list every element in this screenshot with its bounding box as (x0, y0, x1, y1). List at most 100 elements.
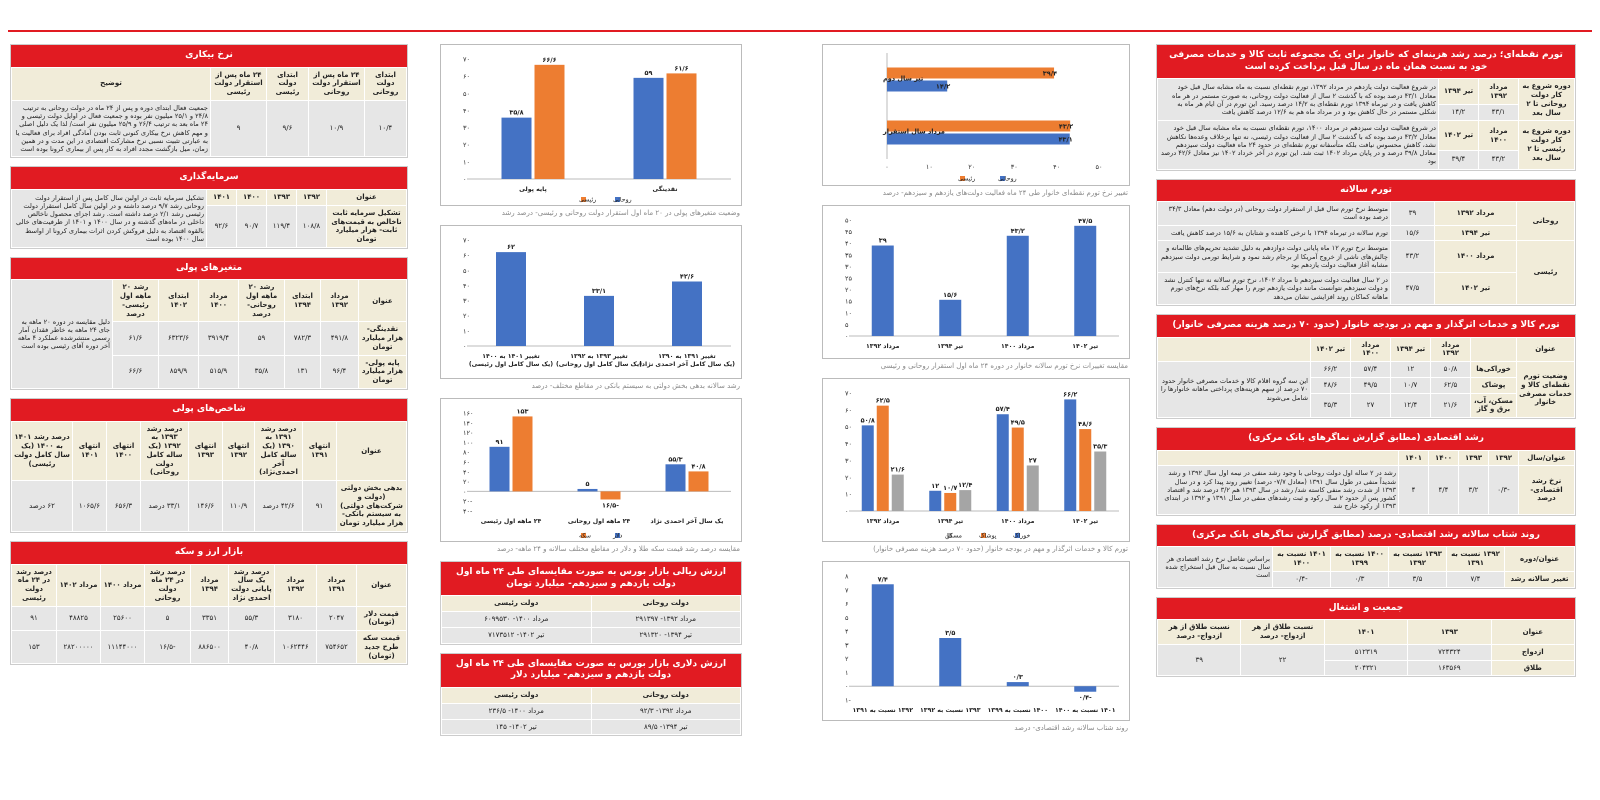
tick-label: ۶۰ (845, 406, 852, 414)
value-cell: ۲۰۴۷ (316, 605, 357, 632)
annual-chart: ۰ ۵ ۱۰ ۱۵ ۲۰ ۲۵ ۳۰ ۳۵ ۴۰ ۴۵ ۵۰ ۳۹ مرداد ۱۳۹۲ ۱۵/۶ تیر … (822, 205, 1130, 359)
legend-label: خوراک (1013, 532, 1030, 540)
tick-label: -۴۰ (463, 508, 473, 516)
value-cell: مرداد ۱۳۹۲- ۹۲/۳ (590, 702, 741, 720)
tick-label: ۳۵ (845, 251, 852, 259)
legend-swatch (960, 176, 965, 181)
category-label: (یک سال کامل آخر احمدی نژاد) (639, 359, 735, 368)
value-cell: ۴/۴ (1428, 465, 1459, 515)
legend-label: روحانی (998, 176, 1017, 183)
bar (1006, 682, 1029, 687)
bar (996, 414, 1009, 511)
column-header: مرداد ۱۳۹۱ (316, 563, 357, 607)
category-label: یک سال آخر احمدی نژاد (651, 516, 724, 525)
desc-cell: رشد در ۲ ساله اول دولت روحانی با وجود رش… (1157, 465, 1399, 515)
value-cell: ۱۲ (1390, 361, 1431, 378)
data-label: ۲۷ (1029, 456, 1037, 464)
growth-title: رشد اقتصادی (مطابق گزارش نماگرهای بانک م… (1157, 428, 1575, 450)
bourse-rial-box: ارزش ریالی بازار بورس به صورت مقایسه‌ای … (440, 561, 742, 645)
value-cell: ۱۰۶۲۴۴۶ (274, 630, 317, 665)
tick-label: ۱۲۰ (463, 429, 473, 437)
column-header: درصد رشد در ۲۴ ماه دولت روحانی (144, 563, 191, 607)
chart-caption: روند شتاب سالانه رشد اقتصادی- درصد (1014, 724, 1128, 732)
legend-swatch (615, 197, 620, 202)
legend-label: دلار (612, 533, 623, 540)
hbar-chart: ۰ ۱۰ ۲۰ ۳۰ ۴۰ ۵۰ ۳۹/۴ ۱۴/۲ تیر سال دوم ۴۳/۲ ۴۳/۱ مر… (822, 44, 1130, 186)
investment-box: سرمایه‌گذاری عنوان ۱۳۹۲ ۱۳۹۳ ۱۴۰۰ ۱۴۰۱ ت… (10, 166, 408, 249)
tick-label: ۷ (845, 586, 849, 594)
tick-label: ۴۰ (463, 107, 470, 115)
data-label: ۳۹/۴ (1043, 70, 1057, 78)
category-label: ۱۳۹۳ نسبت به ۱۳۹۲ (920, 707, 981, 714)
value-cell: ۱۱۱۴۴۰۰۰ (100, 630, 145, 665)
column-header: دولت روحانی (590, 595, 741, 613)
bar (887, 80, 948, 92)
tick-label: ۱۰ (463, 158, 470, 166)
value-cell: ۹/۶ (266, 99, 309, 158)
value-cell: ۲۰۴۳۲۱ (1323, 659, 1409, 677)
value-cell: ۳۵/۸ (238, 354, 285, 389)
data-label: ۱۲/۴ (958, 481, 972, 489)
column-header: ۱۳۹۳ (1407, 619, 1492, 645)
value-cell: ۵۵/۳ (228, 605, 275, 632)
month-cell: مرداد ۱۳۹۲ (1434, 201, 1517, 226)
column-header: انتهای ۱۳۹۱ (302, 420, 337, 482)
column-header: عنوان/دوره (1504, 546, 1575, 572)
unemployment-table: ابتدای دولت روحانی ۲۴ ماه پس از استقرار … (11, 66, 407, 158)
data-label: ۵۵/۳ (668, 455, 682, 463)
tick-label: ۱۵ (845, 298, 852, 306)
column-economy: نرخ بیکاری ابتدای دولت روحانی ۲۴ ماه پس … (10, 44, 408, 673)
desc-cell: تورم سالانه در تیرماه ۱۳۹۴ با نرخی کاهند… (1157, 224, 1391, 242)
tick-label: ۶۰ (463, 73, 470, 81)
bar (512, 416, 533, 492)
bar (665, 464, 686, 492)
bar (939, 299, 962, 336)
value-cell: ۹۰/۷ (236, 204, 267, 248)
data-label: ۳/۵ (945, 629, 955, 637)
desc-cell: دلیل مقایسه در دوره ۲۰ ماهه به جای ۲۴ ما… (11, 279, 113, 389)
category-label: تغییر ۱۳۹۱ به ۱۳۹۰ (658, 353, 715, 360)
column-header: ابتدای دولت رئیسی (266, 66, 309, 101)
column-header: نسبت طلاق از هر ازدواج- درصد (1156, 619, 1242, 645)
point-inflation-table: دوره شروع به کار دولت روحانی تا ۲ سال بع… (1157, 78, 1575, 170)
row-label: طلاق (1490, 659, 1576, 677)
tick-label: ۰ (845, 508, 849, 516)
investment-title: سرمایه‌گذاری (11, 167, 407, 190)
data-label: ۴۳/۲ (1059, 123, 1073, 131)
accel-box: روند شتاب سالانه رشد اقتصادی- درصد (مطاب… (1156, 523, 1576, 589)
month-cell: مرداد ۱۴۰۰ (1478, 120, 1519, 151)
value-cell: ۵۱۵/۹ (198, 354, 239, 389)
tick-label: ۵۰ (1096, 163, 1103, 171)
column-header: ابتدای ۱۴۰۲ (158, 279, 199, 323)
tick-label: ۴ (845, 628, 849, 636)
goods-inflation-table: عنوان مرداد ۱۳۹۲ تیر ۱۳۹۴ مرداد ۱۴۰۰ تیر… (1157, 336, 1575, 419)
month-cell: تیر ۱۳۹۴ (1434, 224, 1517, 242)
column-header: درصد رشد ۱۳۹۳ به ۱۳۹۲ (یک ساله کامل دولت… (140, 420, 189, 482)
bourse-rial-table: دولت روحانی دولت رئیسی مرداد ۱۳۹۲- ۲۹۱۳۹۷… (441, 595, 741, 644)
value-cell: ۴۲/۶ درصد (254, 480, 303, 532)
bar (929, 490, 942, 511)
column-header: ۱۴۰۱ (1323, 619, 1409, 645)
value-cell: ۲۱/۶ (1430, 392, 1471, 419)
data-label: ۳۳/۱ (592, 287, 606, 295)
value-cell: ۳/۵ (1388, 570, 1447, 588)
month-cell: مرداد ۱۳۹۲ (1478, 78, 1519, 105)
value-cell: ۲۲ (1240, 643, 1325, 677)
value-cell: ۶۲ درصد (11, 480, 73, 532)
tick-label: ۴۰ (463, 282, 470, 290)
value-cell: ۴۳/۲ (1478, 149, 1519, 170)
bourse-usd-title: ارزش دلاری بازار بورس به صورت مقایسه‌ای … (441, 653, 741, 687)
tick-label: ۸۰ (463, 449, 470, 457)
column-header: تیر ۱۴۰۲ (1310, 336, 1351, 363)
value-cell: ۴۹۱/۸ (320, 321, 359, 356)
chart-caption: تغییر نرخ تورم نقطه‌ای خانوار طی ۲۴ ماه … (882, 189, 1128, 197)
data-label: ۴۷/۵ (1078, 217, 1092, 225)
bar (891, 474, 904, 511)
debt-box: شاخص‌های پولی عنوان انتهای ۱۳۹۱ درصد رشد… (10, 397, 408, 533)
legend-label: پوشاک (979, 532, 997, 540)
tick-label: ۴۰ (1053, 163, 1060, 171)
column-header: ۱۴۰۰ (1428, 449, 1459, 467)
tick-label: -۲۰ (463, 498, 473, 506)
data-label: ۱۵۳ (517, 407, 529, 415)
data-label: ۷/۴ (878, 575, 888, 583)
